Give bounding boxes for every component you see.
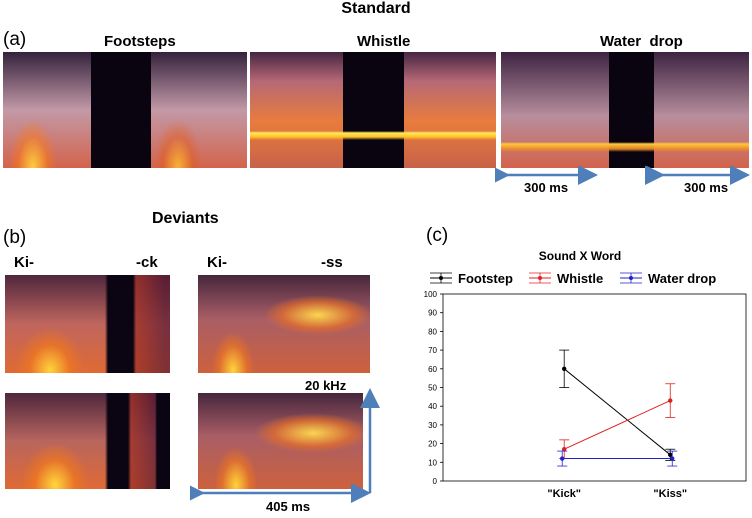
legend-label: Whistle: [557, 271, 603, 286]
label-water-drop: Water drop: [600, 33, 683, 50]
series-line: [563, 400, 671, 450]
chart-title: Sound X Word: [539, 249, 621, 263]
time-label: 405 ms: [266, 499, 311, 514]
data-point: [668, 452, 673, 458]
syllable-ck: -ck: [136, 254, 158, 271]
legend-label: Water drop: [648, 271, 716, 286]
spectrogram-kiss-2: [198, 393, 363, 489]
chart-legend: Footstep Whistle Water drop: [430, 271, 716, 286]
data-point: [562, 447, 567, 452]
y-tick-label: 10: [428, 458, 437, 467]
spectrogram-footsteps: [3, 52, 247, 168]
y-tick-label: 60: [428, 365, 437, 374]
y-tick-label: 20: [428, 440, 437, 449]
data-point: [670, 456, 675, 461]
x-tick-label: "Kiss": [653, 488, 687, 500]
freq-label: 20 kHz: [305, 378, 347, 393]
spectrogram-kiss-1: [198, 275, 370, 373]
syllable-ss: -ss: [321, 254, 343, 271]
line-chart: Sound X Word Footstep Whistle Water drop 0…: [424, 249, 747, 500]
plot-area: [442, 293, 747, 482]
spectrogram-kick-1: [5, 275, 170, 373]
x-tick-label: "Kick": [547, 488, 581, 500]
data-point: [562, 366, 567, 371]
y-tick-label: 0: [433, 477, 438, 486]
legend-label: Footstep: [458, 271, 513, 286]
legend-marker: [629, 276, 633, 280]
time-scale-arrows: [495, 166, 750, 185]
series-line: [563, 368, 671, 456]
y-tick-label: 70: [428, 346, 437, 355]
spectrogram-kick-2: [5, 393, 170, 489]
y-tick-label: 90: [428, 309, 437, 318]
syllable-ki-2: Ki-: [207, 254, 227, 271]
y-tick-label: 40: [428, 402, 437, 411]
standard-title: Standard: [341, 0, 411, 17]
label-whistle: Whistle: [357, 33, 411, 50]
series-group: [557, 349, 678, 467]
y-axis: 0 10 20 30 40 50 60 70 80 90 100: [424, 290, 443, 486]
label-footsteps: Footsteps: [104, 33, 176, 50]
scale-300ms-left: 300 ms: [524, 180, 569, 195]
legend-marker: [538, 276, 542, 280]
spectrogram-water-drop: [501, 52, 749, 168]
data-point: [668, 398, 673, 403]
panel-a-letter: (a): [3, 29, 27, 50]
legend-marker: [439, 276, 443, 280]
y-tick-label: 80: [428, 327, 437, 336]
y-tick-label: 50: [428, 384, 437, 393]
deviants-title: Deviants: [152, 210, 219, 227]
scale-300ms-right: 300 ms: [684, 180, 729, 195]
data-point: [560, 456, 565, 461]
spectrogram-whistle: [250, 52, 496, 168]
freq-time-scale-arrows: [190, 388, 380, 503]
panel-b-letter: (b): [3, 227, 27, 248]
panel-c-letter: (c): [426, 225, 449, 246]
syllable-ki-1: Ki-: [14, 254, 34, 271]
y-tick-label: 30: [428, 421, 437, 430]
x-axis: "Kick" "Kiss": [547, 488, 687, 500]
y-tick-label: 100: [424, 290, 438, 299]
